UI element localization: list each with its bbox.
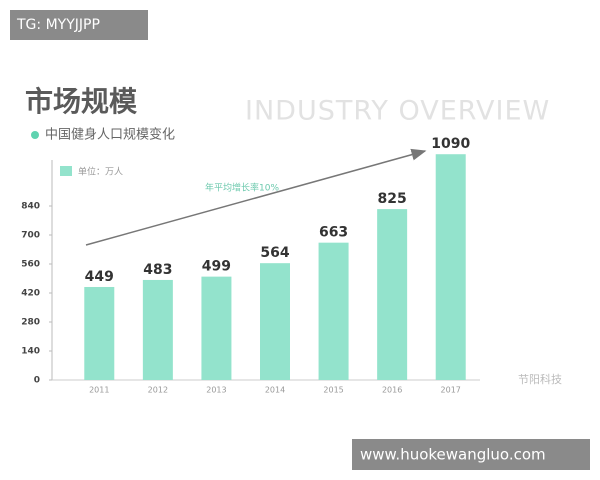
- x-tick-label: 2013: [206, 386, 226, 395]
- x-tick-label: 2012: [148, 386, 168, 395]
- trend-arrow: [85, 148, 427, 246]
- value-label: 483: [143, 262, 172, 278]
- legend-dot: [31, 131, 39, 139]
- value-label: 499: [202, 259, 231, 275]
- y-tick-label: 0: [34, 376, 40, 386]
- x-tick-label: 2011: [89, 386, 109, 395]
- x-tick-label: 2015: [323, 386, 343, 395]
- unit-label: 单位：万人: [78, 166, 123, 178]
- bar: [377, 209, 408, 380]
- bar: [84, 286, 115, 380]
- value-label: 825: [378, 191, 407, 207]
- annotation: 年平均增长率10%: [205, 182, 279, 194]
- value-label: 449: [85, 269, 114, 285]
- bar: [260, 263, 290, 380]
- chart-title: 市场规模: [25, 85, 138, 118]
- y-tick-label: 420: [21, 289, 40, 299]
- bar: [435, 154, 466, 380]
- watermark-box: [10, 10, 148, 40]
- value-label: 1090: [431, 136, 470, 152]
- y-tick-label: 560: [21, 260, 40, 270]
- bar: [142, 279, 173, 380]
- y-tick-label: 280: [21, 318, 40, 328]
- x-tick-label: 2016: [382, 386, 402, 395]
- y-tick-label: 140: [21, 347, 40, 357]
- bar: [318, 242, 349, 380]
- unit-swatch: [60, 166, 72, 176]
- chart-subtitle: INDUSTRY OVERVIEW: [245, 96, 550, 127]
- y-tick-label: 840: [21, 202, 40, 212]
- bar: [201, 276, 232, 380]
- legend-label: 中国健身人口规模变化: [45, 127, 175, 143]
- footer-box: [352, 439, 590, 470]
- watermark: TG: MYYJJPP: [16, 17, 100, 33]
- x-tick-label: 2014: [265, 386, 285, 395]
- value-label: 663: [319, 225, 348, 241]
- y-tick-label: 700: [21, 231, 40, 241]
- footer: www.huokewangluo.com: [360, 446, 546, 464]
- x-tick-label: 2017: [441, 386, 461, 395]
- logo: 节阳科技: [518, 372, 562, 386]
- value-label: 564: [260, 245, 289, 261]
